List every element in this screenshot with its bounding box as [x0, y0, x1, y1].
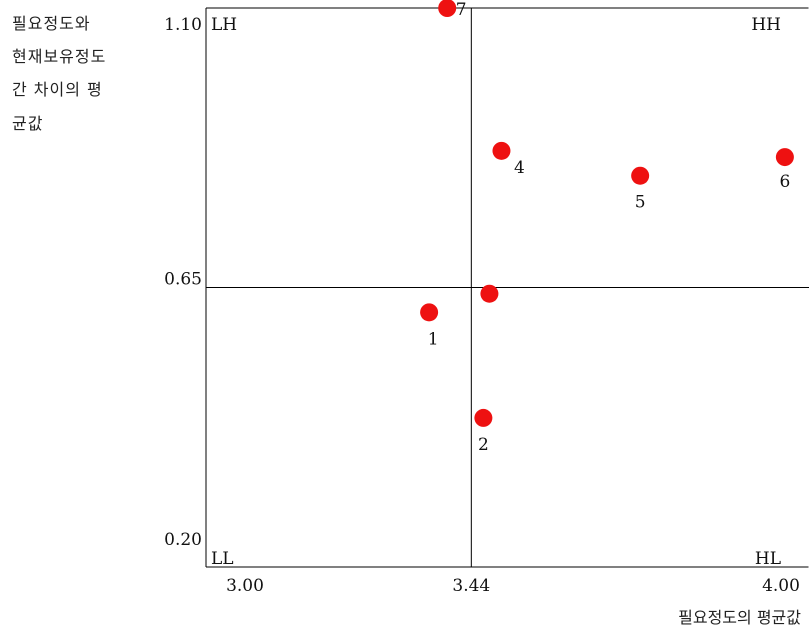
data-point-6: [775, 148, 794, 167]
data-points: 1 2 4 5 6 7: [420, 0, 794, 455]
data-point-5: [631, 166, 650, 185]
y-tick-label: 0.65: [164, 270, 202, 290]
data-point-1: [420, 303, 439, 322]
quadrant-label-lh: LH: [211, 15, 237, 35]
quadrant-label-ll: LL: [211, 549, 234, 569]
data-point-label-4: 4: [514, 158, 525, 178]
y-axis-label-line-1: 필요정도와: [12, 14, 91, 33]
x-tick-label: 3.44: [452, 576, 490, 596]
data-point-label-2: 2: [478, 435, 489, 455]
y-axis-label-line-2: 현재보유정도: [12, 47, 107, 66]
data-point-4: [492, 141, 511, 160]
x-axis-label: 필요정도의 평균값: [678, 608, 801, 627]
x-tick-label: 3.00: [226, 576, 264, 596]
axis-ticks: 1.10 0.65 0.20 3.00 3.44 4.00: [164, 15, 800, 596]
quadrant-label-hl: HL: [755, 549, 781, 569]
data-point-label-6: 6: [779, 172, 790, 192]
data-point-label-7: 7: [456, 0, 467, 20]
y-tick-label: 1.10: [164, 15, 202, 35]
y-axis-label-line-4: 균값: [12, 114, 44, 133]
data-point-2: [474, 408, 493, 427]
data-point-label-1: 1: [428, 329, 439, 349]
quadrant-label-hh: HH: [751, 15, 781, 35]
y-tick-label: 0.20: [164, 530, 202, 550]
y-axis-label-line-3: 간 차이의 평: [12, 80, 103, 99]
x-tick-label: 4.00: [762, 576, 800, 596]
quadrant-labels: LH HH LL HL: [211, 15, 781, 569]
data-point-7: [438, 0, 457, 17]
quadrant-dividers: [206, 8, 809, 567]
data-point-label-5: 5: [635, 193, 646, 213]
data-point-3: [480, 284, 499, 303]
